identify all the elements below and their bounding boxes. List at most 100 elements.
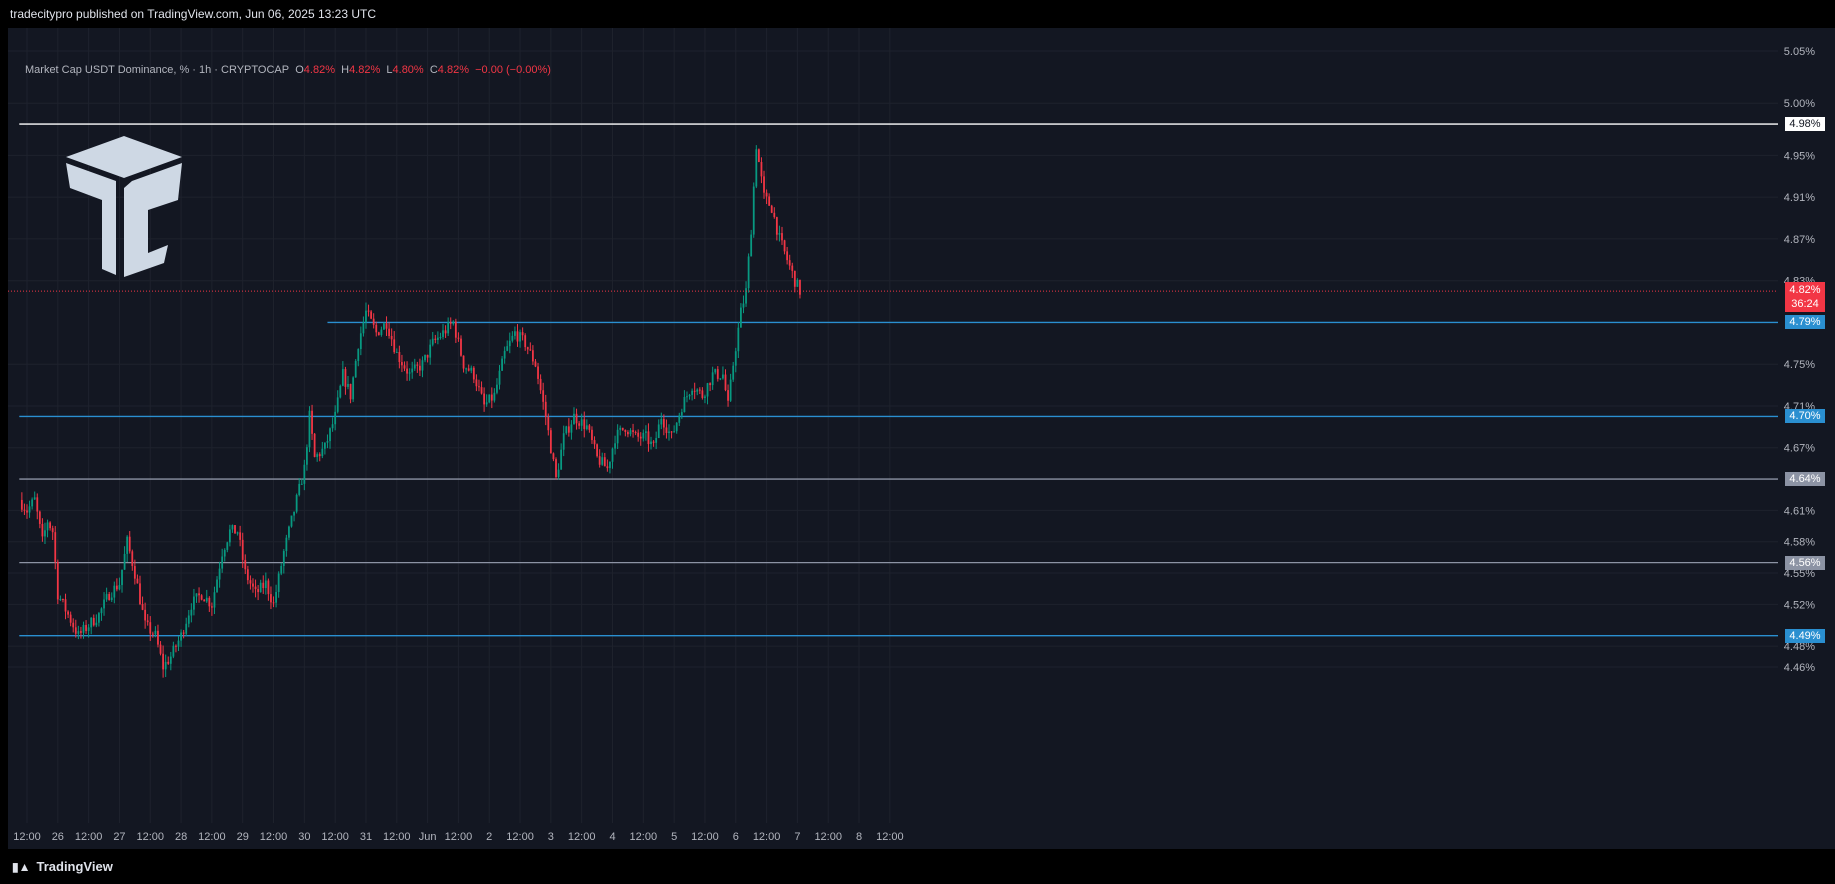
candle-body — [92, 617, 95, 626]
candle-body — [606, 466, 609, 469]
candle-body — [69, 614, 72, 623]
candle-body — [732, 365, 735, 380]
candle-body — [28, 506, 31, 513]
x-tick-label: 12:00 — [260, 831, 288, 843]
candle-body — [344, 369, 347, 387]
candle-body — [696, 389, 699, 392]
candle-body — [162, 653, 165, 670]
candle-body — [290, 515, 293, 527]
candle-body — [177, 640, 180, 647]
time-axis[interactable]: 12:00 26 12:00 27 12:00 28 12:00 29 12:00 30 12:00… — [13, 831, 903, 843]
candle-body — [711, 372, 714, 386]
x-tick-label: 12:00 — [13, 831, 41, 843]
candle-body — [447, 322, 450, 334]
candle-body — [329, 428, 331, 442]
chart-canvas[interactable]: 5.05%5.00%4.95%4.91%4.87%4.83%4.75%4.71%… — [8, 28, 1835, 849]
candle-body — [745, 288, 747, 304]
candle-body — [331, 424, 334, 429]
tradecity-logo — [66, 136, 182, 277]
candle-body — [601, 457, 604, 465]
y-tick-label: 5.05% — [1784, 46, 1815, 58]
candle-body — [472, 367, 475, 380]
candle-body — [144, 609, 147, 621]
candle-body — [210, 606, 213, 608]
candle-body — [678, 415, 681, 423]
candle-body — [87, 627, 90, 631]
x-tick-label: 7 — [794, 831, 800, 843]
candle-body — [501, 358, 503, 371]
candle-body — [496, 384, 498, 393]
candle-body — [740, 307, 742, 328]
candle-body — [524, 335, 527, 348]
candle-body — [716, 369, 719, 379]
candle-body — [56, 561, 59, 600]
candle-body — [714, 369, 717, 373]
symbol-name: Market Cap USDT Dominance, % · 1h · CRYP… — [25, 64, 290, 76]
candle-body — [673, 431, 676, 433]
candle-body — [624, 429, 627, 433]
x-tick-label: 6 — [733, 831, 739, 843]
y-tick-label: 5.00% — [1784, 98, 1815, 110]
x-tick-label: 12:00 — [136, 831, 164, 843]
x-tick-label: 12:00 — [198, 831, 226, 843]
candle-body — [395, 351, 398, 353]
candle-body — [218, 568, 221, 580]
candle-body — [519, 332, 521, 342]
chart-frame: 5.05%5.00%4.95%4.91%4.87%4.83%4.75%4.71%… — [8, 28, 1835, 849]
candle-body — [74, 627, 77, 634]
candle-body — [709, 383, 711, 386]
candle-body — [614, 443, 616, 449]
candle-body — [393, 339, 396, 353]
x-tick-label: 27 — [113, 831, 125, 843]
candle-body — [157, 630, 159, 645]
candle-body — [383, 323, 385, 330]
candle-body — [234, 525, 236, 534]
candle-body — [187, 615, 190, 624]
y-tick-label: 4.67% — [1784, 443, 1815, 455]
candle-body — [377, 332, 380, 336]
low-value: 4.80% — [392, 64, 424, 76]
y-tick-label: 4.46% — [1784, 662, 1815, 674]
candle-body — [38, 511, 41, 524]
candle-body — [82, 624, 85, 633]
tradingview-logo[interactable]: ▮▲ TradingView — [12, 859, 113, 874]
candle-body — [485, 402, 488, 405]
candle-body — [670, 431, 673, 433]
candle-body — [90, 617, 93, 628]
candle-body — [470, 367, 473, 371]
tradingview-brand: TradingView — [36, 859, 113, 874]
candle-body — [193, 596, 195, 610]
candle-body — [511, 335, 514, 341]
candle-body — [439, 336, 442, 338]
candle-body — [277, 573, 280, 593]
candle-body — [691, 390, 694, 395]
candle-body — [516, 331, 519, 342]
candle-body — [578, 423, 581, 426]
candle-body — [503, 350, 506, 359]
candle-body — [506, 346, 509, 351]
candle-body — [98, 613, 100, 623]
candle-body — [755, 149, 758, 187]
candle-body — [149, 622, 152, 634]
candle-body — [372, 318, 375, 325]
candle-body — [85, 624, 87, 631]
candle-body — [131, 551, 134, 567]
bottom-bar: ▮▲ TradingView — [0, 849, 1835, 884]
candle-body — [285, 537, 288, 552]
candle-body — [655, 438, 658, 443]
candle-body — [429, 344, 432, 358]
x-tick-label: Jun — [419, 831, 437, 843]
open-value: 4.82% — [303, 64, 335, 76]
candle-body — [341, 369, 344, 386]
x-tick-label: 8 — [856, 831, 862, 843]
price-axis[interactable]: 5.05%5.00%4.95%4.91%4.87%4.83%4.75%4.71%… — [1784, 46, 1815, 674]
y-tick-label: 4.48% — [1784, 641, 1815, 653]
candle-body — [537, 366, 539, 379]
candle-body — [796, 279, 799, 287]
x-tick-label: 12:00 — [506, 831, 534, 843]
level-tag: 4.98% — [1785, 117, 1825, 132]
candle-body — [334, 411, 337, 425]
candle-body — [549, 430, 552, 454]
candle-body — [760, 161, 763, 177]
candle-body — [164, 661, 167, 670]
